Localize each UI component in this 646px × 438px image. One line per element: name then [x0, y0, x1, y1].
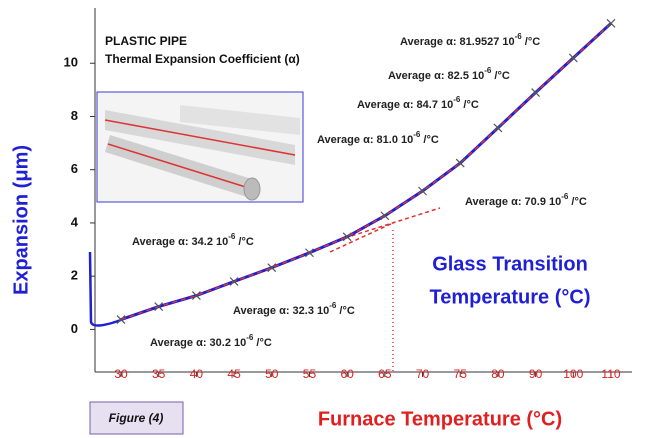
chart-subtitle: Thermal Expansion Coefficient (α)	[105, 52, 300, 66]
x-tick-label: 30	[114, 367, 128, 381]
point-marker	[116, 315, 126, 324]
x-tick-label: 45	[227, 367, 241, 381]
point-marker	[305, 248, 314, 258]
annotation: Average α: 81.0 10-6 /°C	[317, 130, 439, 146]
x-axis-title: Furnace Temperature (°C)	[318, 408, 562, 430]
tangent-lines	[329, 207, 441, 372]
y-tick-label: 0	[71, 321, 78, 336]
point-marker	[380, 211, 390, 221]
annotation-exponent: -6	[246, 333, 254, 342]
y-tick-label: 8	[71, 108, 78, 123]
annotation-exponent: -6	[329, 301, 337, 310]
point-marker	[154, 302, 164, 311]
annotation-exponent: -6	[453, 95, 461, 104]
annotation: Average α: 82.5 10-6 /°C	[388, 66, 510, 82]
annotation: Average α: 30.2 10-6 /°C	[150, 333, 272, 349]
x-tick-label: 70	[416, 367, 430, 381]
annotation-unit: /°C	[568, 196, 587, 208]
point-marker	[342, 232, 352, 242]
annotation-text: Average α: 34.2 10	[132, 236, 228, 248]
annotation-text: Average α: 81.0 10	[317, 134, 413, 146]
x-tick-label: 100	[563, 367, 583, 381]
annotation-unit: /°C	[253, 337, 272, 349]
figure-label: Figure (4)	[109, 411, 164, 425]
annotation-unit: /°C	[491, 70, 510, 82]
annotation-unit: /°C	[336, 305, 355, 317]
x-tick-label: 55	[303, 367, 317, 381]
point-marker	[606, 18, 616, 28]
annotation-unit: /°C	[522, 36, 541, 48]
x-tick-label: 35	[152, 367, 166, 381]
annotation-unit: /°C	[235, 236, 254, 248]
point-marker	[191, 291, 201, 301]
annotation-text: Average α: 82.5 10	[388, 70, 484, 82]
x-tick-label: 50	[265, 367, 279, 381]
y-tick-label: 6	[71, 161, 78, 176]
point-marker	[229, 277, 239, 286]
x-tick-label: 110	[601, 367, 620, 381]
point-marker	[267, 263, 277, 273]
annotation: Average α: 70.9 10-6 /°C	[465, 192, 587, 208]
annotation-exponent: -6	[228, 232, 236, 241]
annotation-text: Average α: 32.3 10	[233, 305, 329, 317]
annotation: Average α: 34.2 10-6 /°C	[132, 232, 254, 248]
figure-box	[89, 401, 184, 435]
chart-title: PLASTIC PIPE	[105, 34, 187, 48]
annotation-exponent: -6	[561, 192, 569, 201]
annotation-text: Average α: 84.7 10	[357, 99, 453, 111]
x-tick-label: 40	[190, 367, 204, 381]
y-tick-label: 4	[71, 214, 79, 229]
x-tick-label: 65	[378, 367, 392, 381]
x-tick-label: 80	[491, 367, 505, 381]
annotation: Average α: 81.9527 10-6 /°C	[400, 32, 540, 48]
annotation: Average α: 84.7 10-6 /°C	[357, 95, 479, 111]
y-tick-label: 2	[71, 268, 78, 283]
x-tick-label: 90	[529, 367, 543, 381]
annotation-exponent: -6	[413, 130, 421, 139]
initial-curve	[88, 251, 122, 327]
y-tick-label: 10	[64, 55, 78, 70]
pipe-photo	[96, 91, 304, 203]
annotation: Average α: 32.3 10-6 /°C	[233, 301, 355, 317]
y-axis-title: Expansion (μm)	[10, 145, 32, 295]
annotation-exponent: -6	[484, 66, 492, 75]
point-marker	[455, 158, 465, 168]
series-line-dashed	[120, 22, 612, 321]
point-marker	[568, 53, 578, 63]
annotation-text: Average α: 81.9527 10	[400, 36, 515, 48]
annotation-text: Average α: 70.9 10	[465, 196, 561, 208]
callout: Temperature (°C)	[430, 286, 591, 308]
point-marker	[493, 123, 503, 133]
annotation-unit: /°C	[420, 134, 439, 146]
annotation-exponent: -6	[515, 32, 523, 41]
x-tick-label: 75	[454, 367, 468, 381]
callout: Glass Transition	[432, 253, 588, 275]
x-tick-label: 60	[340, 367, 354, 381]
point-marker	[418, 186, 427, 196]
annotation-text: Average α: 30.2 10	[150, 337, 246, 349]
annotation-unit: /°C	[460, 99, 479, 111]
point-marker	[531, 88, 541, 97]
